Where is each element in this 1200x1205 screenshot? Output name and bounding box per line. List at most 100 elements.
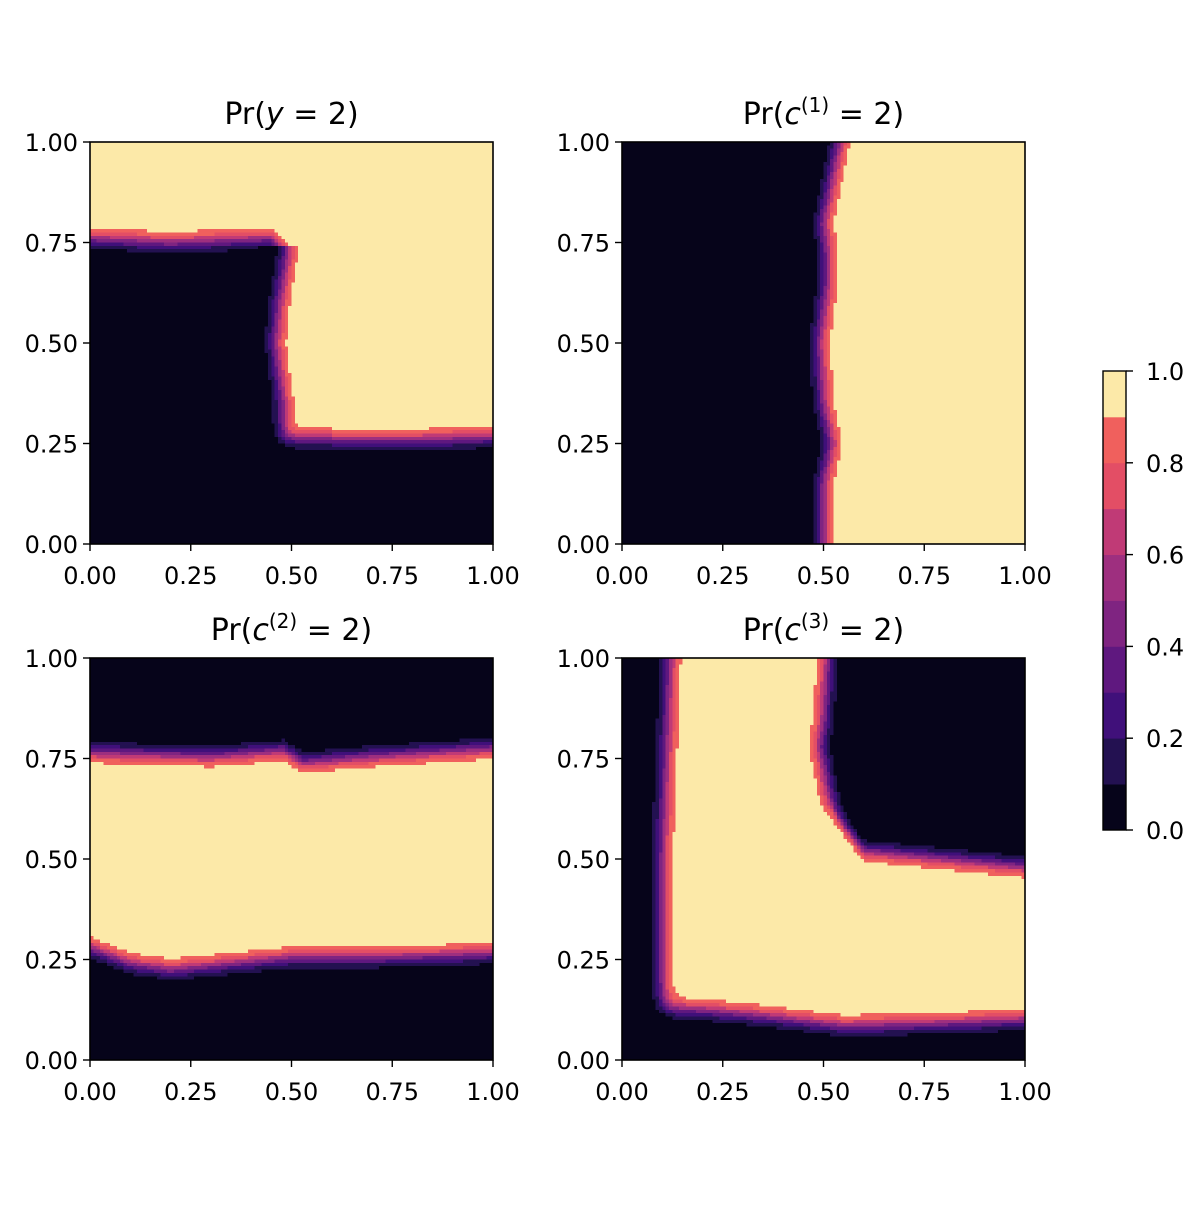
contour-cell xyxy=(820,728,825,733)
contour-cell xyxy=(669,869,673,873)
contour-cell xyxy=(836,158,841,163)
contour-cell xyxy=(90,859,494,863)
contour-cell xyxy=(823,363,828,368)
contour-cell xyxy=(288,416,293,421)
contour-cell xyxy=(813,701,818,706)
contour-cell xyxy=(267,363,272,368)
contour-cell xyxy=(267,956,289,961)
contour-cell xyxy=(830,185,835,190)
contour-cell xyxy=(830,393,835,398)
contour-cell xyxy=(672,959,1026,964)
contour-cell xyxy=(655,785,660,790)
contour-cell xyxy=(278,242,283,247)
contour-cell xyxy=(90,1053,494,1058)
contour-cell xyxy=(622,942,653,947)
contour-cell xyxy=(281,289,286,294)
contour-cell xyxy=(284,296,289,301)
contour-cell xyxy=(274,272,279,277)
contour-cell xyxy=(254,952,283,957)
contour-cell xyxy=(120,758,199,763)
contour-cell xyxy=(669,1006,680,1011)
contour-cell xyxy=(847,835,851,840)
contour-cell xyxy=(867,838,1026,843)
contour-cell xyxy=(850,145,1026,150)
contour-cell xyxy=(836,245,1026,250)
contour-cell xyxy=(123,952,141,957)
contour-cell xyxy=(147,966,162,971)
contour-cell xyxy=(291,286,494,290)
contour-cell xyxy=(830,410,838,414)
contour-cell xyxy=(658,926,663,930)
contour-cell xyxy=(284,349,289,354)
title-variable: c xyxy=(252,613,269,648)
contour-cell xyxy=(622,142,831,146)
contour-cell xyxy=(622,678,660,683)
contour-cell xyxy=(843,152,848,156)
contour-cell xyxy=(267,299,272,304)
contour-cell xyxy=(288,423,293,428)
contour-cell xyxy=(665,902,670,907)
contour-cell xyxy=(820,460,825,465)
contour-cell xyxy=(857,835,862,840)
contour-cell xyxy=(278,292,283,297)
contour-cell xyxy=(368,755,397,760)
contour-cell xyxy=(672,658,677,662)
contour-cell xyxy=(833,152,838,156)
contour-cell xyxy=(826,775,831,780)
contour-cell xyxy=(123,959,131,964)
contour-cell xyxy=(826,507,831,512)
contour-cell xyxy=(823,416,828,421)
contour-cell xyxy=(836,1016,885,1021)
contour-cell xyxy=(622,420,818,424)
contour-cell xyxy=(816,353,821,357)
contour-cell xyxy=(830,741,1026,746)
contour-cell xyxy=(813,520,818,525)
contour-cell xyxy=(291,252,296,257)
contour-cell xyxy=(274,299,279,304)
contour-cell xyxy=(672,788,677,793)
contour-cell xyxy=(271,396,276,401)
contour-cell xyxy=(425,761,494,766)
contour-cell xyxy=(658,956,663,961)
contour-cell xyxy=(271,343,276,347)
contour-cell xyxy=(830,262,835,267)
contour-cell xyxy=(813,302,818,307)
contour-cell xyxy=(847,832,851,837)
contour-cell xyxy=(823,383,828,388)
contour-cell xyxy=(823,725,828,729)
contour-cell xyxy=(830,490,835,495)
contour-cell xyxy=(672,946,1026,951)
contour-cell xyxy=(863,852,875,857)
contour-cell xyxy=(274,433,279,438)
contour-cell xyxy=(90,386,272,391)
contour-cell xyxy=(419,745,457,750)
contour-cell xyxy=(281,373,286,378)
contour-cell xyxy=(816,265,821,270)
contour-cell xyxy=(830,530,835,535)
contour-cell xyxy=(652,818,657,823)
contour-cell xyxy=(853,848,858,853)
contour-cell xyxy=(669,922,673,927)
contour-cell xyxy=(820,279,825,284)
contour-cell xyxy=(672,661,677,666)
contour-cell xyxy=(622,1003,657,1007)
contour-cell xyxy=(820,661,825,666)
contour-cell xyxy=(90,688,494,693)
contour-cell xyxy=(675,812,828,817)
contour-field-1 xyxy=(90,142,494,545)
contour-cell xyxy=(826,212,831,217)
contour-cell xyxy=(685,1003,720,1007)
contour-cell xyxy=(675,694,680,699)
contour-cell xyxy=(278,349,283,354)
contour-cell xyxy=(658,929,663,934)
contour-cell xyxy=(833,406,1026,411)
contour-cell xyxy=(830,781,835,786)
contour-cell xyxy=(90,731,494,736)
contour-cell xyxy=(840,825,845,830)
contour-cell xyxy=(833,195,841,200)
contour-cell xyxy=(622,188,821,193)
contour-cell xyxy=(284,386,289,391)
contour-cell xyxy=(368,761,427,766)
contour-cell xyxy=(836,788,1026,793)
contour-cell xyxy=(271,339,276,344)
